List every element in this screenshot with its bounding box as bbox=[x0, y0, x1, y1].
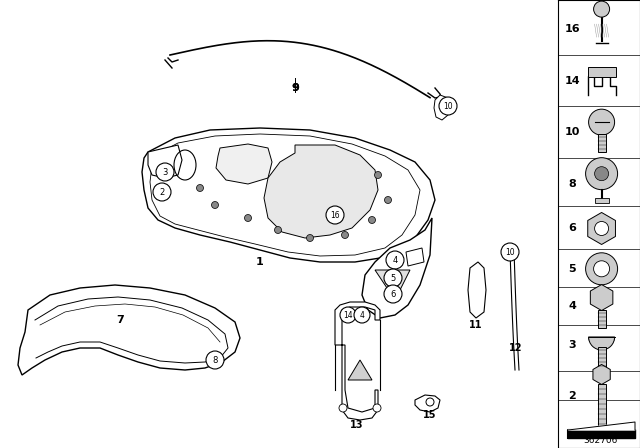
Circle shape bbox=[593, 261, 609, 277]
Polygon shape bbox=[434, 95, 448, 120]
Text: 9: 9 bbox=[291, 83, 299, 93]
Text: 2: 2 bbox=[568, 392, 577, 401]
Circle shape bbox=[595, 221, 609, 236]
Circle shape bbox=[275, 227, 282, 233]
Text: 12: 12 bbox=[509, 343, 523, 353]
Circle shape bbox=[439, 97, 457, 115]
Text: 3: 3 bbox=[569, 340, 576, 350]
Text: 6: 6 bbox=[568, 224, 577, 233]
Polygon shape bbox=[588, 212, 616, 245]
Polygon shape bbox=[415, 395, 440, 412]
FancyBboxPatch shape bbox=[598, 384, 605, 430]
FancyBboxPatch shape bbox=[598, 347, 605, 367]
Text: 7: 7 bbox=[116, 315, 124, 325]
Circle shape bbox=[156, 163, 174, 181]
FancyBboxPatch shape bbox=[598, 310, 605, 327]
Circle shape bbox=[340, 307, 356, 323]
Polygon shape bbox=[264, 145, 378, 238]
Circle shape bbox=[593, 1, 609, 17]
Polygon shape bbox=[148, 145, 182, 178]
Text: 4: 4 bbox=[360, 310, 364, 319]
Circle shape bbox=[384, 269, 402, 287]
Polygon shape bbox=[216, 144, 272, 184]
Wedge shape bbox=[589, 337, 614, 350]
Circle shape bbox=[586, 158, 618, 190]
Text: 2: 2 bbox=[159, 188, 164, 197]
Circle shape bbox=[385, 197, 392, 203]
Polygon shape bbox=[590, 284, 613, 310]
Polygon shape bbox=[568, 422, 635, 430]
Text: 4: 4 bbox=[568, 301, 577, 310]
Text: 10: 10 bbox=[443, 102, 453, 111]
Text: 9: 9 bbox=[291, 83, 299, 93]
Circle shape bbox=[206, 351, 224, 369]
Polygon shape bbox=[362, 218, 432, 318]
FancyBboxPatch shape bbox=[595, 198, 609, 202]
FancyBboxPatch shape bbox=[588, 67, 616, 77]
Text: 14: 14 bbox=[343, 310, 353, 319]
Circle shape bbox=[307, 234, 314, 241]
Text: 16: 16 bbox=[330, 211, 340, 220]
Circle shape bbox=[586, 253, 618, 285]
FancyBboxPatch shape bbox=[598, 134, 605, 152]
Circle shape bbox=[244, 215, 252, 221]
Polygon shape bbox=[375, 270, 410, 300]
Text: 1: 1 bbox=[256, 257, 264, 267]
Text: 8: 8 bbox=[212, 356, 218, 365]
Circle shape bbox=[386, 251, 404, 269]
Text: 10: 10 bbox=[505, 247, 515, 257]
Text: 6: 6 bbox=[390, 289, 396, 298]
Circle shape bbox=[501, 243, 519, 261]
Circle shape bbox=[326, 206, 344, 224]
Polygon shape bbox=[335, 302, 380, 420]
Polygon shape bbox=[18, 285, 240, 375]
Text: 5: 5 bbox=[390, 273, 396, 283]
Text: 14: 14 bbox=[564, 76, 580, 86]
Text: 10: 10 bbox=[564, 127, 580, 137]
Circle shape bbox=[153, 183, 171, 201]
Circle shape bbox=[211, 202, 218, 208]
Polygon shape bbox=[468, 262, 486, 318]
Polygon shape bbox=[593, 365, 611, 384]
Circle shape bbox=[369, 216, 376, 224]
Text: 13: 13 bbox=[350, 420, 364, 430]
Text: 4: 4 bbox=[392, 255, 397, 264]
Circle shape bbox=[595, 167, 609, 181]
Circle shape bbox=[373, 404, 381, 412]
Circle shape bbox=[196, 185, 204, 191]
Circle shape bbox=[384, 285, 402, 303]
Text: 8: 8 bbox=[568, 179, 577, 189]
Circle shape bbox=[589, 109, 614, 135]
Circle shape bbox=[374, 172, 381, 178]
Circle shape bbox=[354, 307, 370, 323]
Polygon shape bbox=[142, 128, 435, 262]
Circle shape bbox=[342, 232, 349, 238]
Text: 362706: 362706 bbox=[583, 435, 617, 444]
Polygon shape bbox=[348, 360, 372, 380]
Text: 3: 3 bbox=[163, 168, 168, 177]
Text: 15: 15 bbox=[423, 410, 436, 420]
Circle shape bbox=[339, 404, 347, 412]
Text: 16: 16 bbox=[564, 24, 580, 34]
Text: 5: 5 bbox=[569, 264, 576, 274]
Text: 11: 11 bbox=[469, 320, 483, 330]
